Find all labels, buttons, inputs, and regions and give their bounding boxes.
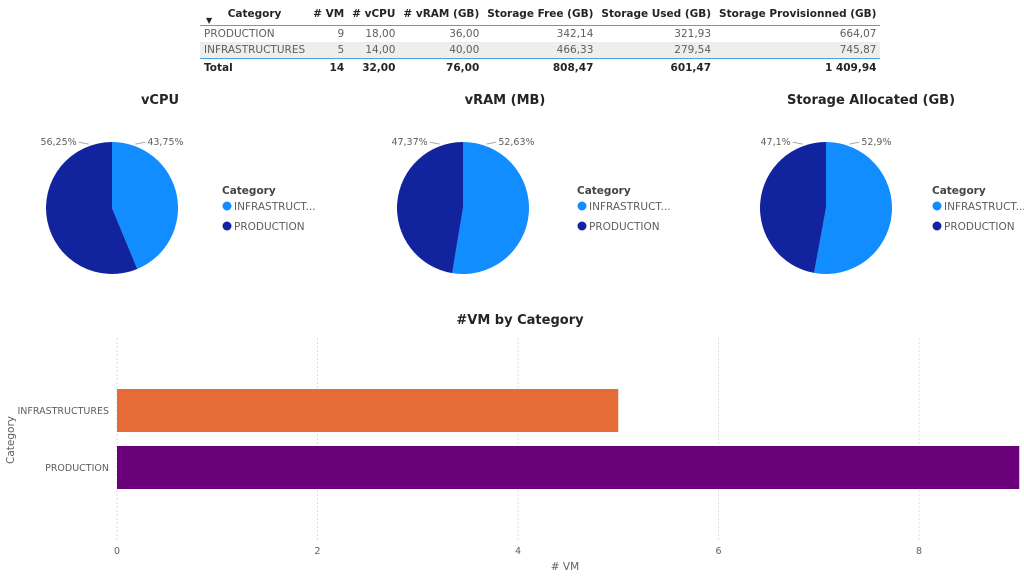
legend-item[interactable]: PRODUCTION (944, 221, 1015, 233)
bar-chart-title: #VM by Category (456, 313, 584, 328)
table-cell: PRODUCTION (204, 28, 275, 40)
table-cell: 9 (337, 28, 345, 40)
column-header[interactable]: Category ▼ (200, 3, 310, 26)
pie-data-label: 47,1% (760, 137, 790, 148)
table-cell: 342,14 (556, 28, 594, 40)
table-row[interactable]: PRODUCTION 9 18,00 36,00 342,14 321,93 664,07 (200, 26, 880, 43)
table-cell: 40,00 (399, 42, 484, 59)
pie-slice-production[interactable] (45, 142, 138, 274)
total-row[interactable]: Total 14 32,00 76,00 808,47 601,47 1 409,94 (200, 58, 881, 76)
table-cell: 279,54 (597, 42, 716, 59)
pie-data-label: 43,75% (147, 137, 183, 148)
pie-slice-production[interactable] (760, 142, 826, 273)
pie-slice-infrastructures[interactable] (112, 142, 178, 269)
table-cell: 808,47 (483, 58, 598, 76)
table-cell: 321,93 (674, 28, 712, 40)
legend-marker-icon[interactable] (932, 201, 942, 211)
table-cell: 601,47 (597, 58, 716, 76)
column-header[interactable]: # vCPU (348, 3, 400, 26)
legend-marker-icon[interactable] (932, 221, 942, 231)
table-cell: 14,00 (348, 42, 400, 59)
legend-item[interactable]: PRODUCTION (589, 221, 660, 233)
table-cell: 76,00 (399, 58, 484, 76)
y-tick-label: PRODUCTION (45, 463, 109, 474)
x-tick-label: 4 (515, 546, 521, 557)
table-cell: 1 409,94 (715, 58, 881, 76)
column-header[interactable]: # vRAM (GB) (399, 3, 484, 26)
table-cell: 32,00 (348, 58, 400, 76)
table-cell: 745,87 (715, 42, 881, 59)
pie-slice-production[interactable] (397, 142, 463, 274)
summary-table: Category ▼ # VM # vCPU # vRAM (GB) Storage Fr… (200, 3, 881, 76)
legend-item[interactable]: PRODUCTION (234, 221, 305, 233)
legend-marker-icon[interactable] (577, 201, 587, 211)
pie-data-label: 56,25% (40, 137, 76, 148)
x-tick-label: 2 (314, 546, 320, 557)
legend-title: Category (222, 185, 276, 197)
sort-descending-icon[interactable]: ▼ (206, 16, 213, 25)
table-cell: 36,00 (449, 28, 480, 40)
column-header[interactable]: Storage Provisionned (GB) (715, 3, 881, 26)
leader-line (78, 141, 89, 145)
legend-item[interactable]: INFRASTRUCT... (234, 201, 316, 213)
leader-line (429, 141, 440, 145)
leader-line (486, 141, 497, 145)
legend-marker-icon[interactable] (222, 201, 232, 211)
y-tick-label: INFRASTRUCTURES (18, 406, 110, 417)
table-cell: 5 (309, 42, 349, 59)
pie-slice-infrastructures[interactable] (814, 142, 892, 274)
leader-line (792, 141, 803, 145)
x-tick-label: 6 (715, 546, 721, 557)
pie-data-label: 52,63% (498, 137, 534, 148)
pie-slice-infrastructures[interactable] (452, 142, 530, 274)
table-row[interactable]: INFRASTRUCTURES 5 14,00 40,00 466,33 279,54 74… (200, 42, 881, 59)
pie-data-label: 52,9% (861, 137, 891, 148)
table-cell: Total (200, 58, 310, 76)
pie-data-label: 47,37% (391, 137, 427, 148)
column-header[interactable]: Storage Free (GB) (483, 3, 598, 26)
bar-infrastructures[interactable] (117, 389, 619, 432)
x-tick-label: 0 (114, 546, 120, 557)
legend-marker-icon[interactable] (577, 221, 587, 231)
legend-item[interactable]: INFRASTRUCT... (589, 201, 671, 213)
legend-item[interactable]: INFRASTRUCT... (944, 201, 1024, 213)
pie-title: Storage Allocated (GB) (787, 93, 955, 108)
column-header[interactable]: Storage Used (GB) (597, 3, 716, 26)
bar-production[interactable] (117, 446, 1020, 489)
legend-marker-icon[interactable] (222, 221, 232, 231)
table-cell: 18,00 (365, 28, 396, 40)
legend-title: Category (577, 185, 631, 197)
x-tick-label: 8 (916, 546, 922, 557)
table-cell: 14 (309, 58, 349, 76)
leader-line (135, 141, 146, 145)
x-axis-title: # VM (551, 561, 579, 573)
leader-line (849, 141, 860, 145)
table-cell: INFRASTRUCTURES (200, 42, 310, 59)
table-cell: 664,07 (839, 28, 877, 40)
y-axis-title: Category (5, 416, 17, 464)
table-cell: 466,33 (483, 42, 598, 59)
pie-title: vRAM (MB) (465, 93, 546, 108)
legend-title: Category (932, 185, 986, 197)
pie-title: vCPU (141, 93, 179, 108)
column-header[interactable]: # VM (309, 3, 349, 26)
